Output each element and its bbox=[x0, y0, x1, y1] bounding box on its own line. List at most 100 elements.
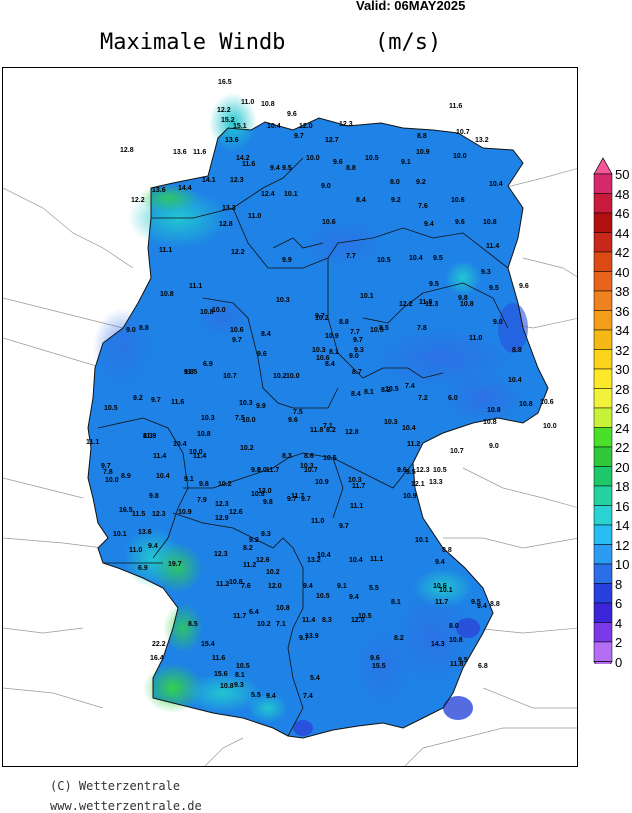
station-value: 10.1 bbox=[284, 191, 298, 198]
station-value: 10.4 bbox=[508, 377, 522, 384]
station-value: 10.8 bbox=[229, 579, 243, 586]
station-value: 10.3 bbox=[384, 419, 398, 426]
colorbar-label: 4 bbox=[615, 615, 623, 631]
station-value: 10.6 bbox=[433, 583, 447, 590]
station-value: 8.3 bbox=[282, 453, 292, 460]
station-value: 10.4 bbox=[156, 473, 170, 480]
station-value: 12.2 bbox=[231, 249, 245, 256]
station-value: 10.3 bbox=[348, 477, 362, 484]
station-value: 11.1 bbox=[86, 439, 99, 446]
colorbar-swatch bbox=[593, 232, 613, 253]
colorbar-label: 26 bbox=[615, 401, 630, 416]
station-value: 9.7 bbox=[287, 496, 297, 503]
station-value: 12.6 bbox=[256, 557, 270, 564]
station-value: 10.0 bbox=[212, 307, 226, 314]
station-value: 10.6 bbox=[451, 197, 465, 204]
colorbar-swatch bbox=[593, 641, 613, 662]
colorbar-label: 38 bbox=[615, 284, 630, 299]
station-value: 8.7 bbox=[352, 369, 362, 376]
station-value: 10.7 bbox=[450, 448, 464, 455]
station-value: 9.5 bbox=[458, 657, 468, 664]
station-value: 7.1 bbox=[323, 423, 333, 430]
station-value: 9.6 bbox=[288, 417, 298, 424]
station-value: 8.4 bbox=[261, 331, 271, 338]
colorbar-swatch bbox=[593, 466, 613, 487]
station-value: 9.4 bbox=[424, 221, 434, 228]
station-value: 13.6 bbox=[173, 149, 187, 156]
station-value: 12.3 bbox=[215, 501, 229, 508]
colorbar-label: 48 bbox=[615, 186, 630, 202]
station-value: 6.8 bbox=[478, 663, 488, 670]
station-value: 12.0 bbox=[268, 583, 282, 590]
copyright-text: (C) Wetterzentrale bbox=[50, 779, 181, 793]
station-value: 10.8 bbox=[519, 401, 533, 408]
station-value: 8.2 bbox=[243, 545, 253, 552]
station-value: 11.6 bbox=[449, 103, 462, 110]
colorbar-swatch bbox=[593, 583, 613, 604]
station-value: 10.8 bbox=[251, 491, 265, 498]
state-borders bbox=[97, 157, 509, 737]
station-value: 13.6 bbox=[152, 187, 166, 194]
station-value: 9.8 bbox=[458, 295, 468, 302]
station-value: 13.2 bbox=[475, 137, 489, 144]
station-value: 11.7 bbox=[291, 493, 304, 500]
station-value: 10.7 bbox=[304, 467, 318, 474]
station-value: 11.6 bbox=[193, 149, 206, 156]
station-value: 10.8 bbox=[483, 219, 497, 226]
station-value: 8.8 bbox=[346, 165, 356, 172]
station-value: 9.7 bbox=[299, 635, 309, 642]
station-value: 9.6 bbox=[370, 655, 380, 662]
station-value: 10.0 bbox=[189, 449, 203, 456]
colorbar-swatch bbox=[593, 388, 613, 409]
station-value: 10.9 bbox=[178, 509, 192, 516]
station-value: 9.4 bbox=[349, 594, 359, 601]
station-value: 11.8 bbox=[419, 299, 432, 306]
station-value: 12.4 bbox=[261, 191, 275, 198]
station-value: 10.8 bbox=[460, 301, 474, 308]
station-value: 9.3 bbox=[234, 682, 244, 689]
station-value: 10.8 bbox=[197, 431, 211, 438]
station-value: 9.7 bbox=[339, 523, 349, 530]
station-value: 11.5 bbox=[184, 369, 197, 376]
colorbar-swatch bbox=[593, 505, 613, 526]
station-value: 8.4 bbox=[351, 391, 361, 398]
station-value: 9.7 bbox=[151, 397, 161, 404]
station-value: 12.0 bbox=[299, 123, 313, 130]
colorbar-label: 36 bbox=[615, 303, 630, 319]
station-value: 11.2 bbox=[216, 581, 229, 588]
station-value: 10.4 bbox=[409, 255, 423, 262]
station-value: 10.8 bbox=[220, 683, 234, 690]
station-value: 9.0 bbox=[493, 319, 503, 326]
station-value: 9.4 bbox=[477, 603, 487, 610]
station-value: 10.8 bbox=[160, 291, 174, 298]
station-value: 8.8 bbox=[442, 547, 452, 554]
station-value: 10.0 bbox=[306, 155, 320, 162]
station-value: 10.3 bbox=[312, 347, 326, 354]
station-value: 10.4 bbox=[173, 441, 187, 448]
colorbar-label: 18 bbox=[615, 479, 630, 494]
station-value: 10.3 bbox=[300, 463, 314, 470]
colorbar-swatch bbox=[593, 173, 613, 194]
station-value: 11.3 bbox=[425, 301, 438, 308]
station-value: 14.2 bbox=[236, 155, 250, 162]
website-link[interactable]: www.wetterzentrale.de bbox=[50, 799, 202, 813]
station-value: 7.9 bbox=[197, 497, 207, 504]
station-value: 8.8 bbox=[417, 133, 427, 140]
station-value: 10.1 bbox=[439, 587, 453, 594]
station-value: 9.3 bbox=[481, 269, 491, 276]
station-value: 9.5 bbox=[489, 285, 499, 292]
station-value: 10.7 bbox=[223, 373, 237, 380]
station-value: 8.1 bbox=[329, 349, 339, 356]
map-canvas: 16.511.0 10.89.612.215.215.1 10.4 12.0 12.31… bbox=[3, 79, 577, 766]
station-value: 8.8 bbox=[490, 601, 500, 608]
station-value: 10.9 bbox=[403, 493, 417, 500]
station-value: 11.8 bbox=[450, 661, 463, 668]
station-value: 8.1 bbox=[391, 599, 401, 606]
station-value: 10.6 bbox=[316, 355, 330, 362]
station-value: 12.9 bbox=[215, 515, 229, 522]
station-value: 8.8 bbox=[512, 347, 522, 354]
station-value: 12.6 bbox=[229, 509, 243, 516]
colorbar-label: 50 bbox=[615, 167, 630, 182]
colorbar-swatch bbox=[593, 310, 613, 331]
station-value: 8.2 bbox=[394, 635, 404, 642]
